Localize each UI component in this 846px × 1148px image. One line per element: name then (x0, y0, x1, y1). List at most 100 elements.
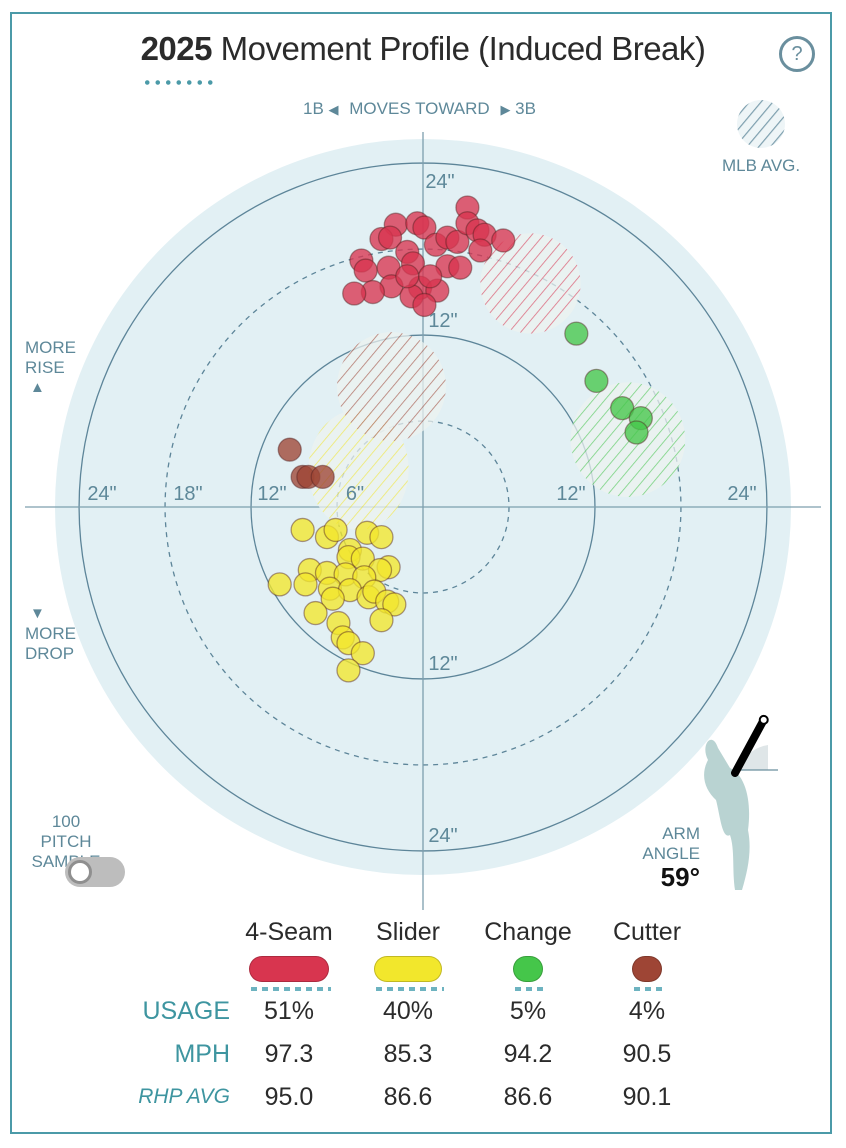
mlb-avg-legend-label: MLB AVG. (722, 156, 801, 175)
usage-value: 4% (628, 997, 666, 1025)
rise-l1: MORE (25, 338, 76, 357)
title-year: 2025 (140, 30, 213, 67)
pitch-point-slider (336, 658, 361, 683)
dir-3b: 3B (515, 99, 536, 118)
drop-l1: MORE (25, 624, 76, 643)
usage-value: 40% (382, 997, 434, 1025)
row-label-mph: MPH (174, 1040, 230, 1068)
pitch-name: 4-Seam (245, 918, 333, 946)
title-text: Movement Profile (Induced Break) (220, 30, 706, 67)
mlb-avg-4-seam (480, 233, 581, 334)
pitch-point-change (610, 395, 635, 421)
row-label-rhp-avg: RHP AVG (138, 1085, 230, 1108)
pitch-point-change (584, 368, 609, 394)
rise-l2: RISE (25, 358, 65, 377)
pitch-name: Cutter (612, 918, 682, 946)
pitch-point-4-seam (491, 228, 516, 253)
pitch-sample-toggle[interactable] (65, 857, 125, 887)
arm-l2: ANGLE (642, 844, 700, 863)
rhp-avg-value: 86.6 (383, 1083, 433, 1111)
help-button[interactable]: ? (779, 36, 815, 72)
pitch-swatch[interactable] (513, 956, 543, 982)
tick-left-24: 24" (87, 483, 116, 505)
pitch-point-slider (382, 592, 407, 617)
pitch-point-slider (320, 586, 345, 611)
pitch-point-4-seam (445, 229, 470, 255)
tick-left-12: 12" (257, 483, 286, 505)
pitch-point-slider (369, 608, 394, 633)
swatch-dots (634, 987, 664, 991)
pitch-swatch[interactable] (249, 956, 329, 982)
pitch-point-cutter (277, 437, 302, 462)
pitch-point-change (624, 420, 649, 445)
card-frame (10, 12, 832, 1134)
mph-value: 85.3 (383, 1040, 433, 1068)
usage-value: 51% (263, 997, 315, 1025)
more-rise-label: MORE RISE ▲ (25, 338, 76, 398)
pitch-point-4-seam (412, 215, 437, 240)
more-drop-label: ▼ MORE DROP (25, 604, 76, 664)
pitch-point-4-seam (377, 225, 403, 250)
mph-value: 94.2 (503, 1040, 553, 1068)
tick-right-24: 24" (727, 483, 756, 505)
rhp-avg-value: 86.6 (503, 1083, 553, 1111)
swatch-dots (251, 987, 331, 991)
rhp-avg-value: 90.1 (622, 1083, 672, 1111)
pitch-point-4-seam (468, 238, 493, 263)
direction-label: 1B ◀ MOVES TOWARD ▶ 3B (303, 99, 536, 120)
pitch-name: Change (484, 918, 572, 946)
tick-bottom-12: 12" (428, 653, 457, 675)
mlb-avg-cutter (337, 332, 446, 442)
pitch-point-change (564, 321, 589, 346)
usage-value: 5% (509, 997, 547, 1025)
pitch-point-4-seam (448, 255, 473, 280)
dir-1b: 1B (303, 99, 324, 118)
title-underline-dots (142, 80, 216, 85)
arm-angle-label: ARM ANGLE (640, 824, 700, 864)
drop-l2: DROP (25, 644, 75, 663)
pitch-point-slider (267, 572, 292, 597)
swatch-dots (376, 987, 444, 991)
pitch-point-4-seam (418, 264, 443, 289)
page-title: 2025 Movement Profile (Induced Break) (0, 30, 846, 68)
pitch-point-4-seam (353, 258, 378, 283)
pitch-point-4-seam (395, 264, 420, 289)
tick-top-24: 24" (425, 171, 454, 193)
pitch-point-4-seam (412, 292, 437, 318)
pitch-point-slider (350, 641, 375, 666)
row-label-usage: USAGE (142, 997, 230, 1025)
tick-left-18: 18" (173, 483, 202, 505)
mlb-avg-legend-icon (737, 100, 785, 148)
pitch-swatch[interactable] (632, 956, 662, 982)
pitch-point-slider (303, 600, 328, 626)
pitcher-arm (731, 715, 768, 777)
pitch-name: Slider (376, 918, 440, 946)
arm-l1: ARM (662, 824, 700, 843)
pitch-point-slider (293, 572, 318, 597)
swatch-dots (515, 987, 545, 991)
pitch-swatch[interactable] (374, 956, 442, 982)
pitcher-hand (758, 714, 769, 725)
triangle-up-icon: ▲ (30, 379, 45, 396)
tick-right-12: 12" (556, 483, 585, 505)
sample-l1: 100 PITCH (40, 812, 92, 851)
toggle-knob (68, 860, 92, 884)
arrow-right-icon: ▶ (500, 102, 511, 117)
pitch-point-slider (290, 517, 315, 543)
tick-bottom-24: 24" (428, 825, 457, 847)
triangle-down-icon: ▼ (30, 605, 45, 622)
dir-moves-toward: MOVES TOWARD (349, 99, 490, 118)
pitcher-figure (704, 714, 778, 890)
pitch-point-4-seam (342, 281, 367, 306)
pitch-point-slider (323, 517, 348, 543)
pitch-point-cutter (310, 464, 335, 490)
rhp-avg-value: 95.0 (264, 1083, 314, 1111)
mph-value: 97.3 (264, 1040, 314, 1068)
tick-top-12: 12" (428, 310, 457, 332)
arm-angle-arc (738, 745, 768, 770)
pitcher-body (704, 739, 750, 890)
arm-angle-value: 59° (660, 862, 700, 892)
mph-value: 90.5 (622, 1040, 672, 1068)
pitch-point-slider (369, 524, 394, 550)
